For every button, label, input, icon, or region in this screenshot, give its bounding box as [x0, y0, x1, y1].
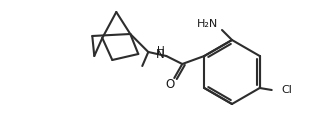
Text: H: H — [157, 46, 165, 56]
Text: O: O — [166, 78, 175, 90]
Text: Cl: Cl — [282, 85, 293, 95]
Text: N: N — [156, 49, 164, 61]
Text: H₂N: H₂N — [197, 19, 218, 29]
